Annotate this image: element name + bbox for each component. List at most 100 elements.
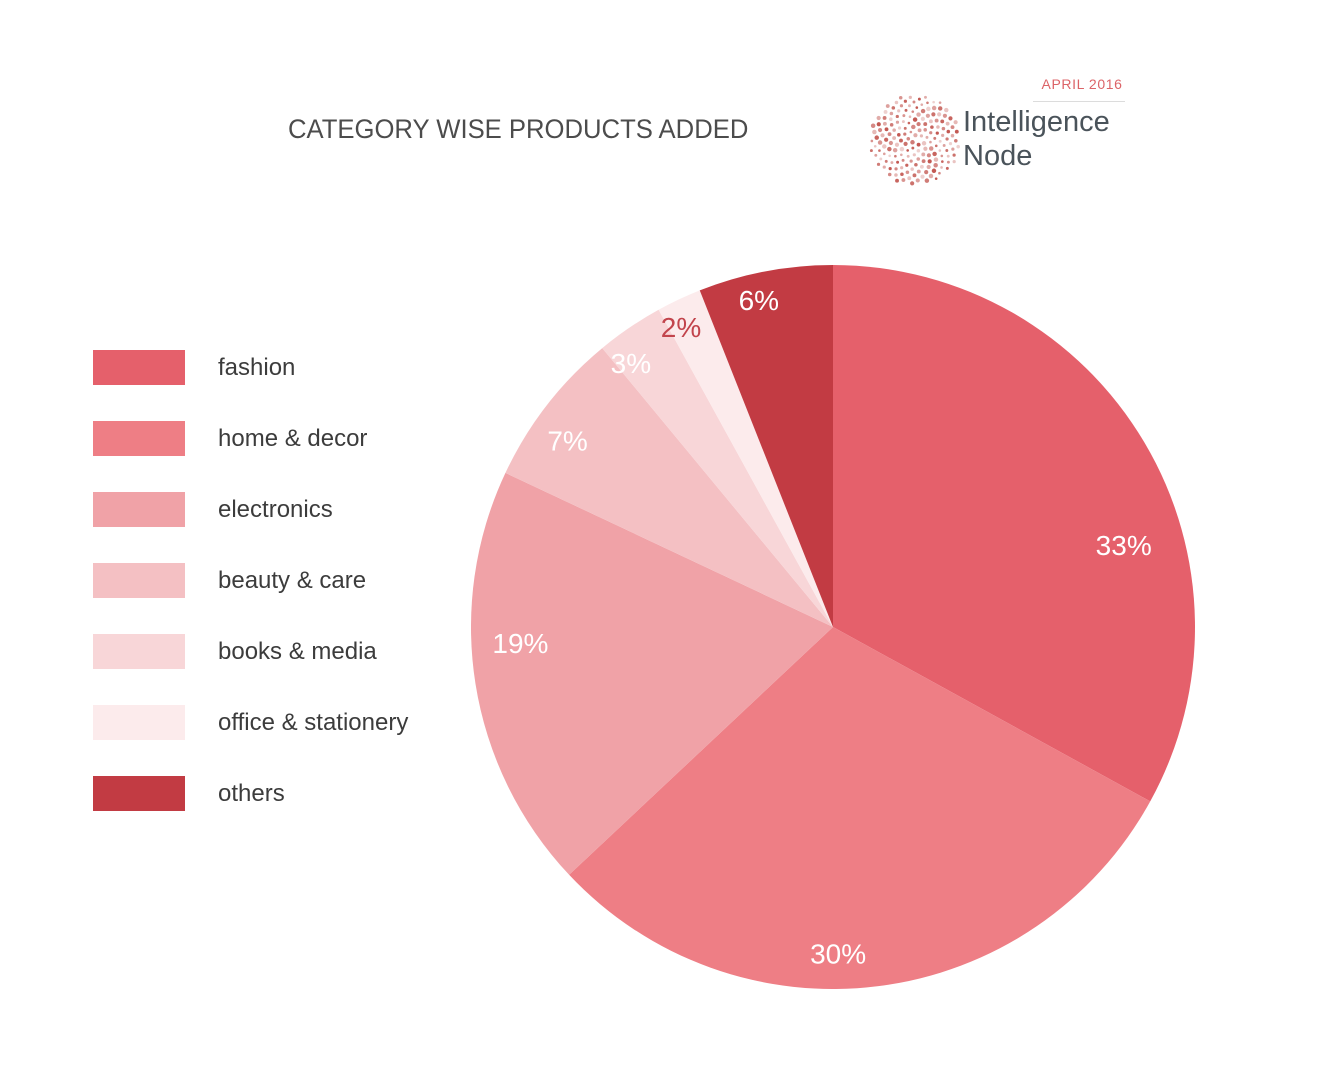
logo-dot: [952, 153, 956, 157]
logo-dot: [914, 162, 918, 167]
logo-dot: [924, 95, 927, 99]
pie-slice-value-label: 7%: [547, 426, 587, 457]
legend-label: electronics: [218, 495, 333, 523]
logo-dot: [941, 160, 944, 163]
pie-slice-fashion: [833, 265, 1195, 802]
legend-label: fashion: [218, 353, 296, 381]
logo-dot: [883, 110, 888, 114]
legend-label: books & media: [218, 637, 377, 665]
logo-dot: [904, 108, 908, 112]
logo-dot: [916, 148, 921, 153]
logo-dot: [935, 131, 939, 135]
pie-slice-value-label: 33%: [1096, 530, 1152, 561]
logo-dot: [897, 109, 901, 113]
logo-dot: [932, 151, 937, 157]
logo-dot: [903, 132, 907, 136]
logo-dot: [905, 163, 909, 167]
logo-dot: [916, 169, 921, 174]
logo-dot: [909, 159, 913, 163]
legend-swatch: [93, 563, 185, 598]
logo-dot: [937, 112, 942, 117]
brand-line1: Intelligence: [963, 106, 1110, 138]
logo-dot: [887, 146, 892, 152]
logo-dot: [915, 106, 919, 109]
logo-dot: [916, 142, 921, 147]
logo-dot: [916, 157, 921, 161]
logo-dot: [925, 135, 929, 139]
legend-label: beauty & care: [218, 566, 367, 594]
logo-dot: [884, 159, 888, 163]
logo-dot: [921, 159, 926, 164]
logo-dot: [936, 125, 940, 129]
logo-dot: [876, 122, 881, 127]
logo-dot: [931, 112, 936, 117]
logo-dot: [903, 141, 908, 146]
logo-dot: [940, 166, 943, 169]
logo-dot: [941, 126, 946, 131]
logo-dot: [928, 173, 934, 179]
logo-dot: [954, 139, 958, 143]
logo-dot: [891, 106, 896, 110]
logo-dot: [941, 133, 945, 137]
logo-dot: [882, 165, 886, 169]
pie-slice-beauty-care: [505, 348, 833, 627]
date-underline-divider: [1033, 101, 1125, 102]
chart-title: CATEGORY WISE PRODUCTS ADDED: [288, 114, 749, 144]
legend-item-fashion: fashion: [93, 350, 408, 385]
logo-dot: [910, 140, 915, 145]
logo-dot: [929, 131, 933, 135]
logo-dot: [907, 121, 911, 125]
logo-dot: [938, 139, 942, 143]
logo-dot: [934, 118, 939, 123]
logo-dot: [894, 173, 898, 177]
logo-dot: [938, 149, 942, 152]
logo-dot: [909, 130, 913, 134]
logo-dot: [882, 144, 887, 149]
logo-dot: [896, 160, 900, 164]
logo-dot: [917, 128, 922, 133]
logo-dot: [950, 125, 955, 130]
logo-dot: [877, 140, 883, 145]
pie-slice-electronics: [471, 472, 833, 875]
legend-label: office & stationery: [218, 708, 409, 736]
logo-dot: [906, 154, 910, 158]
logo-dot: [945, 149, 949, 152]
logo-dot: [924, 170, 929, 175]
legend-swatch: [93, 350, 185, 385]
logo-dot: [908, 115, 912, 119]
pie-slice-value-label: 19%: [492, 628, 548, 659]
logo-dot: [869, 149, 873, 153]
logo-dot: [882, 116, 887, 120]
logo-dot: [888, 166, 892, 171]
logo-dot: [934, 177, 938, 180]
logo-dot: [920, 174, 925, 179]
logo-dot: [900, 166, 904, 170]
logo-dot: [946, 129, 951, 134]
logo-dot: [894, 154, 897, 158]
logo-dot: [902, 114, 906, 118]
legend-swatch: [93, 634, 185, 669]
logo-dot: [934, 144, 938, 148]
logo-dot: [903, 99, 907, 103]
logo-dot: [912, 153, 916, 157]
logo-dot: [945, 166, 949, 170]
legend-item-beauty-care: beauty & care: [93, 563, 408, 598]
logo-dot: [911, 110, 915, 113]
logo-dot: [948, 142, 953, 146]
logo-dot: [870, 139, 874, 143]
logo-dot: [948, 116, 953, 121]
logo-dot: [876, 162, 881, 166]
logo-dot: [925, 113, 930, 118]
logo-dot: [913, 133, 918, 138]
pie-slice-office-stationery: [658, 290, 833, 627]
logo-dot: [872, 129, 877, 135]
logo-dot: [906, 137, 911, 141]
logo-dot: [912, 117, 918, 122]
logo-dot: [899, 146, 905, 152]
logo-dot: [876, 115, 881, 121]
logo-dot: [899, 138, 903, 143]
logo-dot: [946, 160, 950, 164]
legend: fashion home & decor electronics beauty & c…: [93, 350, 408, 847]
legend-swatch: [93, 705, 185, 740]
logo-dot: [900, 172, 904, 176]
